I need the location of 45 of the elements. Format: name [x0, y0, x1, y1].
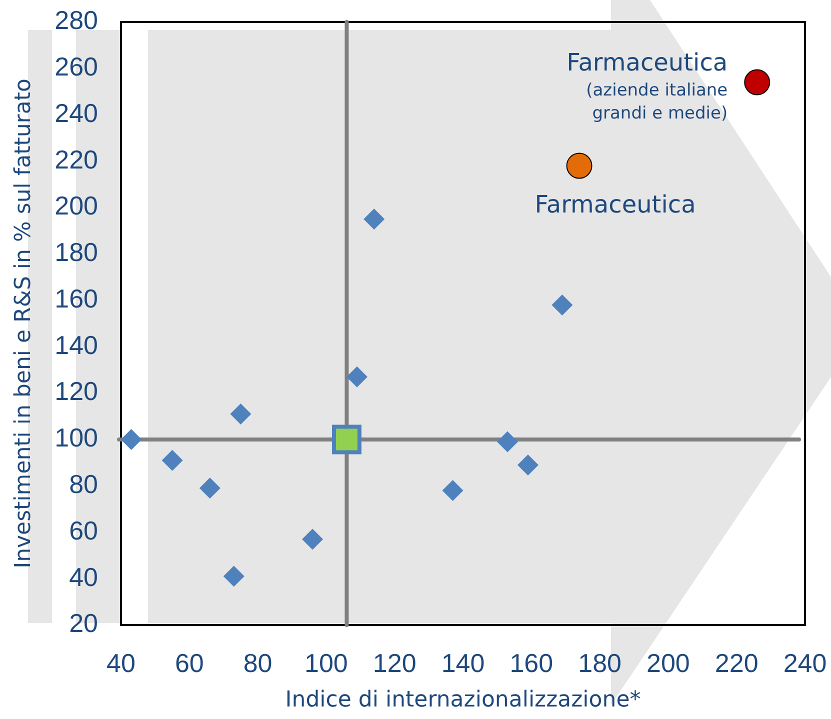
- series-label: Farmaceutica: [534, 190, 696, 219]
- x-tick-label: 60: [174, 648, 204, 678]
- point: [230, 403, 252, 424]
- x-tick-label: 220: [714, 648, 758, 678]
- x-axis-title: Indice di internazionalizzazione*: [285, 688, 641, 713]
- point: [552, 294, 573, 316]
- x-tick-label: 80: [243, 648, 272, 678]
- y-tick-label: 40: [69, 562, 98, 592]
- x-tick-label: 240: [783, 648, 827, 678]
- y-tick-label: 60: [69, 515, 98, 546]
- x-tick-label: 160: [510, 648, 554, 678]
- y-tick-label: 160: [54, 283, 98, 314]
- x-tick-label: 180: [578, 648, 622, 678]
- x-tick-label: 100: [304, 648, 348, 678]
- point: [517, 454, 538, 476]
- x-tick-label: 120: [372, 648, 416, 678]
- y-tick-label: 80: [69, 469, 98, 500]
- point: [332, 424, 362, 454]
- x-tick-label: 200: [646, 648, 690, 678]
- point: [223, 566, 244, 587]
- point: [496, 431, 518, 452]
- point: [302, 528, 324, 550]
- y-tick-label: 260: [54, 52, 98, 82]
- y-tick-label: 240: [54, 98, 98, 128]
- x-tick-label: 40: [106, 648, 136, 678]
- point: [364, 208, 385, 230]
- y-tick-label: 120: [54, 376, 98, 406]
- y-tick-label: 220: [54, 144, 98, 174]
- x-tick-label: 140: [441, 648, 485, 678]
- point: [346, 366, 368, 388]
- y-tick-label: 140: [54, 330, 98, 360]
- point: [121, 428, 142, 450]
- y-tick-label: 100: [54, 422, 98, 453]
- point: [566, 152, 592, 179]
- y-tick-label: 180: [54, 237, 98, 268]
- y-tick-label: 280: [54, 5, 98, 36]
- series-label: Farmaceutica: [566, 48, 728, 77]
- point: [744, 69, 770, 96]
- point: [199, 478, 220, 499]
- y-tick-label: 200: [54, 190, 98, 221]
- y-axis-title: Investimenti in beni e R&S in % sul fatturato: [10, 78, 36, 568]
- point: [442, 480, 464, 501]
- annotation: (aziende italiane grandi e medie): [586, 80, 728, 124]
- y-tick-label: 20: [69, 608, 98, 638]
- point: [162, 450, 183, 471]
